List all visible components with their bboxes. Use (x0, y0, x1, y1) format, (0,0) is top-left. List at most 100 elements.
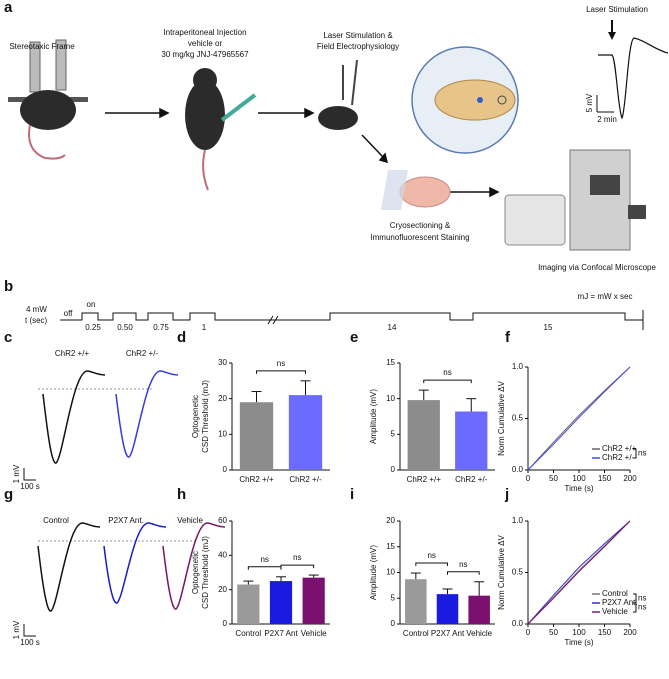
legend-label: Control (602, 589, 628, 598)
y-tick-label: 0 (223, 619, 228, 628)
bar (239, 402, 274, 470)
scale-label: 1 mV (12, 464, 21, 483)
step-label: Imaging via Confocal Microscope (538, 263, 656, 272)
scale-label: 2 min (597, 115, 617, 124)
x-tick-label: Control (235, 629, 261, 638)
trace-title: Laser Stimulation (586, 5, 648, 14)
protocol-label: on (87, 300, 96, 309)
duration-label: 1 (202, 323, 207, 332)
significance-label: ns (459, 560, 467, 569)
y-axis-label: CSD Threshold (mJ) (201, 380, 210, 453)
x-tick-label: P2X7 Ant (264, 629, 298, 638)
y-tick-label: 60 (218, 516, 227, 525)
y-axis-label: CSD Threshold (mJ) (201, 536, 210, 609)
significance-bracket (280, 564, 315, 569)
x-tick-label: ChR2 +/+ (239, 475, 274, 484)
bar (468, 595, 490, 624)
trace (37, 522, 101, 612)
protocol-label: mJ = mW x sec (578, 292, 633, 301)
bar (302, 577, 325, 624)
arrows (105, 107, 500, 198)
y-tick-label: 0 (223, 465, 228, 474)
significance-bracket (423, 379, 472, 384)
duration-label: 15 (544, 323, 553, 332)
y-tick-label: 20 (386, 516, 395, 525)
scale-label: 5 mV (585, 93, 594, 112)
significance-bracket (256, 370, 306, 374)
protocol-trace (60, 310, 644, 330)
series-line (527, 520, 631, 625)
injection-illustration (185, 68, 257, 191)
step-label: 30 mg/kg JNJ-47965567 (161, 50, 249, 59)
brain-illustration (380, 170, 451, 210)
significance-label: ns (293, 553, 301, 562)
x-tick-label: 50 (549, 628, 558, 637)
bar (407, 400, 440, 470)
y-tick-label: 10 (386, 568, 395, 577)
y-tick-label: 10 (218, 429, 227, 438)
trace (162, 522, 226, 610)
bar (269, 581, 293, 624)
stimulation-illustration (318, 46, 519, 154)
trace (103, 522, 167, 604)
x-tick-label: ChR2 +/- (289, 475, 322, 484)
x-tick-label: 200 (623, 474, 637, 483)
bar (405, 579, 427, 624)
scale-label: 100 s (20, 638, 40, 647)
x-tick-label: Vehicle (466, 629, 492, 638)
axis-break (267, 315, 279, 325)
x-axis-label: Time (s) (564, 638, 593, 647)
protocol-label: 4 mW (26, 305, 47, 314)
y-tick-label: 15 (386, 542, 395, 551)
y-tick-label: 0 (391, 465, 396, 474)
legend-label: ChR2 +/+ (602, 444, 637, 453)
y-axis-label: Amplitude (mV) (369, 389, 378, 444)
significance-label: ns (638, 603, 646, 612)
significance-label: ns (260, 555, 268, 564)
trace (42, 370, 106, 464)
x-tick-label: 200 (623, 628, 637, 637)
x-tick-label: P2X7 Ant (431, 629, 465, 638)
x-tick-label: Vehicle (301, 629, 327, 638)
trace-label: Control (43, 516, 69, 525)
y-tick-label: 0 (391, 619, 396, 628)
step-label: Immunofluorescent Staining (370, 233, 469, 242)
y-tick-label: 5 (391, 429, 396, 438)
significance-bracket (447, 571, 480, 575)
trace (115, 370, 179, 458)
series-line (527, 366, 631, 471)
x-axis-label: Time (s) (564, 484, 593, 493)
microscope-illustration (504, 149, 646, 251)
x-tick-label: 150 (598, 474, 612, 483)
panel-letter: a (4, 0, 13, 16)
x-tick-label: 0 (526, 474, 531, 483)
trace-label: ChR2 +/- (126, 349, 159, 358)
y-tick-label: 0.0 (512, 465, 524, 474)
trace-label: P2X7 Ant. (108, 516, 144, 525)
x-tick-label: ChR2 +/+ (407, 475, 442, 484)
step-label: vehicle or (188, 39, 223, 48)
y-tick-label: 1.0 (512, 362, 524, 371)
x-tick-label: 50 (549, 474, 558, 483)
significance-label: ns (638, 594, 646, 603)
bar (288, 395, 323, 470)
x-tick-label: 0 (526, 628, 531, 637)
panel-letter: d (177, 329, 186, 346)
series-line (527, 520, 631, 625)
duration-label: 0.25 (85, 323, 101, 332)
y-tick-label: 1.0 (512, 516, 524, 525)
step-label: Intraperitoneal Injection (163, 28, 246, 37)
panel-letter: b (4, 278, 13, 295)
step-label: Laser Stimulation & (323, 31, 393, 40)
y-axis-label: Optogenetic (191, 551, 200, 594)
y-tick-label: 0.5 (512, 568, 524, 577)
x-tick-label: Control (403, 629, 429, 638)
significance-label: ns (638, 449, 646, 458)
protocol-label: t (sec) (25, 316, 48, 325)
significance-bracket (633, 602, 637, 613)
significance-bracket (633, 448, 637, 459)
stereotaxic-illustration (8, 39, 88, 160)
significance-label: ns (443, 368, 451, 377)
y-tick-label: 15 (386, 358, 395, 367)
